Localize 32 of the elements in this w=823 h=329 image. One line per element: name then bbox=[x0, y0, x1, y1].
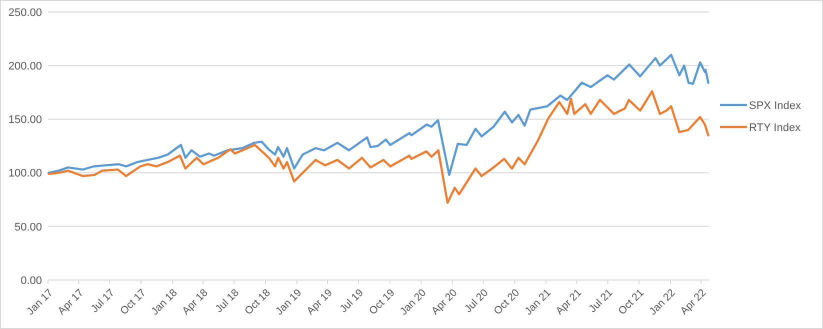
y-tick-label: 250.00 bbox=[8, 6, 42, 19]
y-tick-label: 200.00 bbox=[8, 60, 42, 72]
x-tick-label: Oct 18 bbox=[242, 286, 273, 318]
x-tick-label: Apr 17 bbox=[56, 286, 86, 318]
x-tick-label: Jul 18 bbox=[213, 286, 242, 316]
y-tick-label: 150.00 bbox=[8, 114, 42, 126]
x-tick-label: Jan 21 bbox=[522, 286, 554, 318]
x-tick-label: Jul 21 bbox=[586, 286, 616, 316]
x-tick-label: Jan 18 bbox=[148, 286, 180, 318]
y-tick-label: 50.00 bbox=[14, 221, 42, 234]
y-tick-label: 100.00 bbox=[8, 168, 42, 180]
x-tick-label: Jan 19 bbox=[273, 286, 304, 318]
legend-label: SPX Index bbox=[749, 100, 802, 112]
x-tick-label: Jan 17 bbox=[24, 286, 56, 318]
y-tick-label: 0.00 bbox=[20, 274, 42, 287]
x-tick-label: Jan 20 bbox=[398, 286, 429, 318]
x-tick-label: Jul 17 bbox=[88, 286, 118, 316]
x-tick-label: Apr 20 bbox=[429, 286, 460, 318]
x-tick-label: Oct 17 bbox=[118, 286, 148, 318]
x-tick-label: Jul 20 bbox=[462, 286, 491, 316]
x-tick-label: Apr 21 bbox=[554, 286, 584, 318]
line-series bbox=[48, 54, 710, 176]
x-tick-label: Oct 20 bbox=[492, 286, 522, 318]
x-tick-label: Oct 21 bbox=[616, 286, 647, 318]
x-tick-label: Apr 19 bbox=[304, 286, 335, 318]
x-tick-label: Jan 22 bbox=[647, 286, 678, 318]
line-series bbox=[48, 90, 710, 204]
x-tick-label: Oct 19 bbox=[366, 286, 398, 318]
x-tick-label: Jul 19 bbox=[338, 286, 366, 316]
legend-label: RTY Index bbox=[749, 122, 802, 134]
x-tick-label: Apr 22 bbox=[678, 286, 709, 318]
x-tick-label: Apr 18 bbox=[180, 286, 211, 318]
